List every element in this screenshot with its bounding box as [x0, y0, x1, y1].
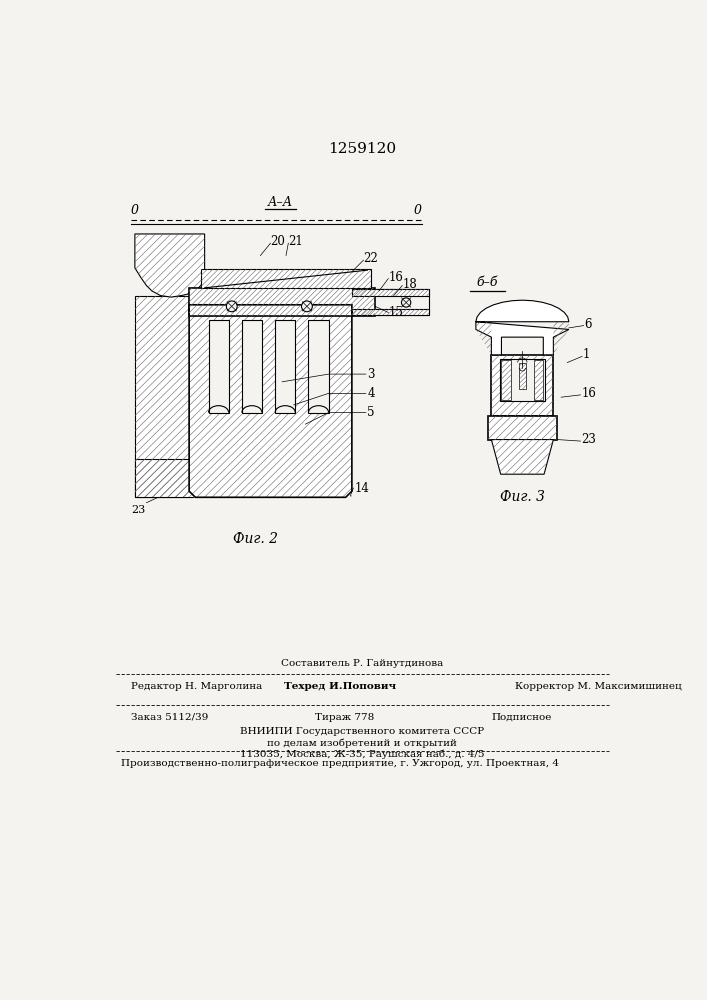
Bar — [352, 289, 429, 296]
Bar — [201, 269, 371, 288]
Text: 20: 20 — [271, 235, 286, 248]
Text: 23: 23 — [132, 505, 146, 515]
Text: 0: 0 — [131, 204, 139, 217]
Text: 16: 16 — [581, 387, 596, 400]
Text: Фиг. 3: Фиг. 3 — [500, 490, 545, 504]
Text: 1: 1 — [583, 348, 590, 361]
Bar — [518, 363, 526, 389]
Text: 15: 15 — [389, 306, 404, 319]
Polygon shape — [135, 234, 204, 297]
Text: Заказ 5112/39: Заказ 5112/39 — [131, 713, 209, 722]
Text: 1259120: 1259120 — [328, 142, 396, 156]
Text: 23: 23 — [581, 433, 596, 446]
Text: Корректор М. Максимишинец: Корректор М. Максимишинец — [515, 682, 682, 691]
Text: Подписное: Подписное — [491, 713, 551, 722]
Bar — [189, 305, 352, 497]
Circle shape — [301, 301, 312, 312]
Text: 14: 14 — [354, 482, 369, 495]
Text: 6: 6 — [585, 318, 592, 331]
Bar — [308, 320, 329, 413]
Text: А–А: А–А — [268, 196, 293, 209]
Bar — [189, 288, 375, 316]
Text: Производственно-полиграфическое предприятие, г. Ужгород, ул. Проектная, 4: Производственно-полиграфическое предприя… — [121, 759, 559, 768]
Bar — [534, 360, 543, 400]
Text: Составитель Р. Гайнутдинова: Составитель Р. Гайнутдинова — [281, 659, 443, 668]
Polygon shape — [491, 440, 554, 474]
Bar — [352, 289, 429, 315]
Bar — [209, 320, 228, 413]
Text: Тираж 778: Тираж 778 — [315, 713, 374, 722]
Text: 21: 21 — [288, 235, 303, 248]
Bar — [488, 416, 557, 440]
Text: по делам изобретений и открытий: по делам изобретений и открытий — [267, 738, 457, 748]
Text: 16: 16 — [389, 271, 404, 284]
Text: 113035, Москва, Ж-35, Раушская наб., д. 4/5: 113035, Москва, Ж-35, Раушская наб., д. … — [240, 750, 484, 759]
Bar — [135, 459, 193, 497]
Text: 3: 3 — [368, 368, 375, 381]
Bar — [242, 320, 262, 413]
Text: 0: 0 — [414, 204, 422, 217]
Bar — [491, 355, 554, 416]
Text: Редактор Н. Марголина: Редактор Н. Марголина — [131, 682, 262, 691]
Bar — [500, 359, 545, 401]
Bar — [275, 320, 296, 413]
Circle shape — [226, 301, 237, 312]
Text: б–б: б–б — [477, 276, 498, 289]
Polygon shape — [476, 300, 569, 355]
Text: Техред И.Попович: Техред И.Попович — [284, 682, 397, 691]
Text: ВНИИПИ Государственного комитета СССР: ВНИИПИ Государственного комитета СССР — [240, 727, 484, 736]
Text: 5: 5 — [368, 406, 375, 419]
Text: 4: 4 — [368, 387, 375, 400]
Text: Фиг. 2: Фиг. 2 — [233, 532, 278, 546]
Circle shape — [402, 298, 411, 307]
Bar — [501, 360, 510, 400]
Text: 22: 22 — [363, 252, 378, 265]
Bar — [352, 309, 429, 315]
Bar — [135, 296, 189, 497]
Text: 18: 18 — [402, 278, 417, 291]
